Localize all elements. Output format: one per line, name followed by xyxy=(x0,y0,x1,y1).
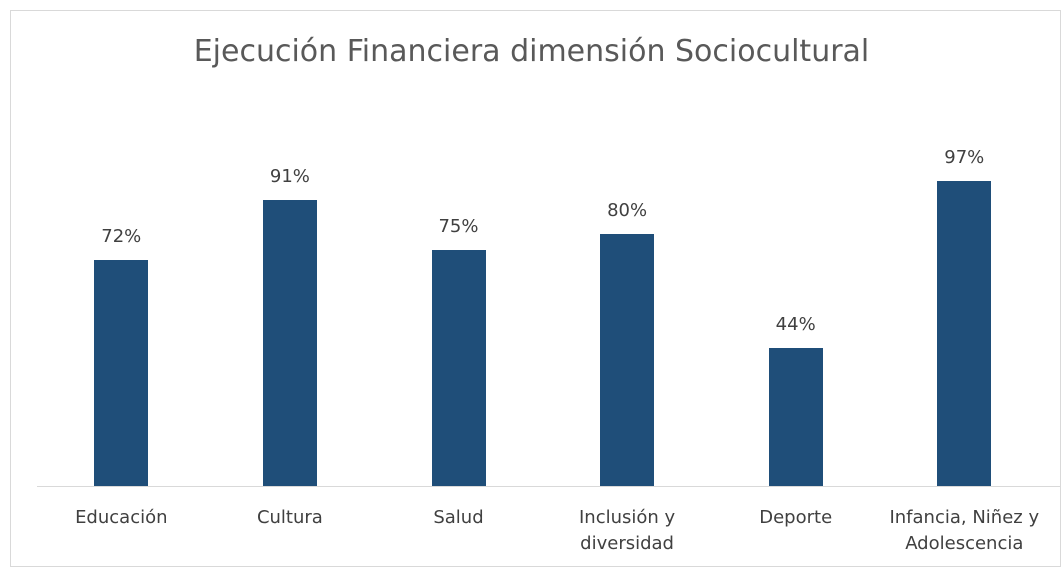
x-tick-label: Deporte xyxy=(759,507,833,528)
bar xyxy=(94,259,149,486)
data-label: 44% xyxy=(775,313,816,335)
data-label: 80% xyxy=(607,200,648,222)
x-tick-label: Educación xyxy=(75,507,168,528)
bar xyxy=(431,250,486,486)
bar xyxy=(937,181,992,486)
bar xyxy=(600,234,655,486)
bar xyxy=(768,347,823,486)
data-label: 91% xyxy=(269,165,310,187)
x-axis-line xyxy=(37,486,1060,487)
chart-title: Ejecución Financiera dimensión Sociocult… xyxy=(193,34,870,69)
data-label: 75% xyxy=(438,216,479,238)
x-tick-label: Salud xyxy=(433,507,484,528)
data-label: 97% xyxy=(944,147,985,168)
chart-frame xyxy=(10,10,1061,567)
x-tick-label: Infancia, Niñez y Adolescencia xyxy=(889,507,1040,554)
data-label: 72% xyxy=(101,225,142,247)
x-tick-label: Inclusión y diversidad xyxy=(578,507,676,554)
bar xyxy=(262,199,317,486)
x-tick-label: Cultura xyxy=(256,507,323,528)
